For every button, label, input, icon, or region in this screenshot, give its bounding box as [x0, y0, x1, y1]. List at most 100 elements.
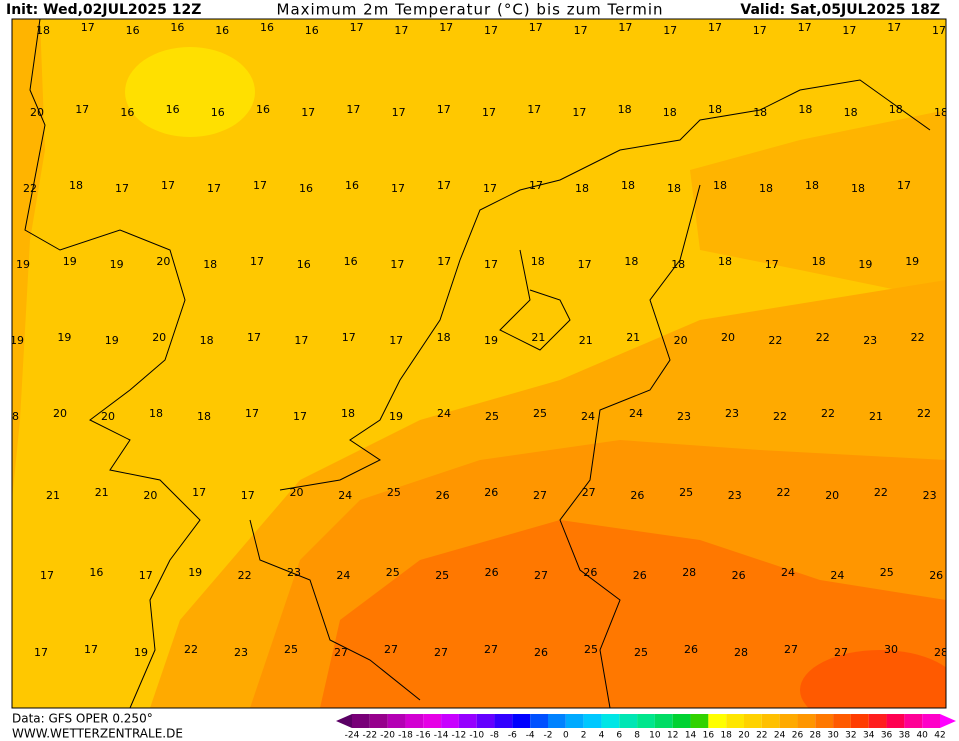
- legend-swatch: [583, 714, 602, 728]
- temperature-label: 16: [215, 24, 229, 37]
- legend-swatch: [548, 714, 566, 728]
- legend-swatch: [405, 714, 424, 728]
- temperature-label: 23: [234, 646, 248, 659]
- temperature-label: 24: [338, 489, 352, 502]
- temperature-label: 17: [390, 258, 404, 271]
- temperature-label: 22: [238, 569, 252, 582]
- temperature-label: 25: [435, 569, 449, 582]
- legend-label: 2: [581, 731, 587, 741]
- temperature-label: 17: [342, 331, 356, 344]
- temperature-label: 17: [618, 21, 632, 34]
- legend-label: -18: [398, 731, 413, 741]
- legend-swatch: [530, 714, 548, 728]
- temperature-label: 17: [574, 24, 588, 37]
- temperature-label: 19: [63, 255, 77, 268]
- temperature-label: 18: [708, 103, 722, 116]
- temperature-label: 27: [434, 646, 448, 659]
- temperature-label: 16: [305, 24, 319, 37]
- temperature-label: 19: [905, 255, 919, 268]
- temperature-label: 27: [582, 486, 596, 499]
- temperature-label: 24: [629, 407, 643, 420]
- temperature-label: 17: [115, 182, 129, 195]
- temperature-label: 20: [290, 486, 304, 499]
- temperature-label: 18: [667, 182, 681, 195]
- legend-label: 26: [792, 731, 804, 741]
- contour: [320, 520, 946, 708]
- legend-swatch: [726, 714, 744, 728]
- temperature-label: 17: [81, 21, 95, 34]
- temperature-label: 25: [634, 646, 648, 659]
- temperature-label: 24: [830, 569, 844, 582]
- temperature-label: 18: [805, 179, 819, 192]
- temperature-label: 25: [485, 410, 499, 423]
- temperature-label: 16: [344, 255, 358, 268]
- temperature-label: 30: [884, 643, 898, 656]
- temperature-label: 18: [5, 410, 19, 423]
- temperature-label: 25: [386, 566, 400, 579]
- temperature-label: 19: [188, 566, 202, 579]
- temperature-label: 17: [346, 103, 360, 116]
- temperature-label: 27: [334, 646, 348, 659]
- temperature-label: 25: [284, 643, 298, 656]
- temperature-label: 18: [575, 182, 589, 195]
- temperature-label: 25: [387, 486, 401, 499]
- legend-label: -14: [434, 731, 449, 741]
- map: 18 17 16 16 16 16 16 17 17 17 17 17 17 17 17 17 17 17 17 17…: [5, 19, 946, 708]
- temperature-label: 27: [784, 643, 798, 656]
- temperature-label: 18: [437, 331, 451, 344]
- valid-time: Valid: Sat,05JUL2025 18Z: [740, 2, 940, 18]
- legend-label: -24: [345, 731, 360, 741]
- temperature-label: 27: [384, 643, 398, 656]
- contour: [800, 650, 946, 708]
- temperature-label: 19: [16, 258, 30, 271]
- legend-swatch: [352, 714, 370, 728]
- temperature-label: 18: [203, 258, 217, 271]
- temperature-label: 22: [768, 334, 782, 347]
- temperature-label: 17: [529, 179, 543, 192]
- temperature-label: 23: [923, 489, 937, 502]
- temperature-label: 16: [256, 103, 270, 116]
- legend-arrow: [336, 714, 352, 728]
- temperature-label: 17: [572, 106, 586, 119]
- border: [559, 184, 701, 708]
- temperature-label: 26: [484, 486, 498, 499]
- legend-label: 32: [845, 731, 856, 741]
- website: WWW.WETTERZENTRALE.DE: [12, 727, 183, 741]
- temperature-label: 17: [798, 21, 812, 34]
- legend-swatch: [619, 714, 638, 728]
- temperature-label: 17: [389, 334, 403, 347]
- temperature-label: 19: [105, 334, 119, 347]
- temperature-label: 26: [633, 569, 647, 582]
- legend-label: -4: [526, 731, 535, 741]
- legend-label: 0: [563, 731, 569, 741]
- temperature-label: 17: [241, 489, 255, 502]
- temperature-label: 17: [34, 646, 48, 659]
- temperature-label: 20: [53, 407, 67, 420]
- temperature-label: 22: [184, 643, 198, 656]
- legend-label: -2: [544, 731, 553, 741]
- temperature-label: 17: [350, 21, 364, 34]
- temperature-label: 18: [531, 255, 545, 268]
- legend-label: -16: [416, 731, 431, 741]
- legend-label: 24: [774, 731, 786, 741]
- temperature-label: 17: [578, 258, 592, 271]
- temperature-label: 22: [821, 407, 835, 420]
- legend-swatch: [868, 714, 887, 728]
- temperature-label: 27: [533, 489, 547, 502]
- temperature-label: 22: [816, 331, 830, 344]
- temperature-label: 27: [534, 569, 548, 582]
- temperature-label: 17: [75, 103, 89, 116]
- temperature-label: 17: [527, 103, 541, 116]
- temperature-label: 21: [579, 334, 593, 347]
- legend-label: 38: [899, 731, 911, 741]
- temperature-label: 26: [732, 569, 746, 582]
- temperature-label: 17: [84, 643, 98, 656]
- temperature-label: 18: [759, 182, 773, 195]
- temperature-label: 17: [437, 179, 451, 192]
- map-title: Maximum 2m Temperatur (°C) bis zum Termi…: [277, 1, 664, 19]
- coastline: [24, 19, 201, 708]
- temperature-label: 23: [677, 410, 691, 423]
- legend-label: -20: [380, 731, 395, 741]
- temperature-label: 26: [630, 489, 644, 502]
- temperature-label: 20: [152, 331, 166, 344]
